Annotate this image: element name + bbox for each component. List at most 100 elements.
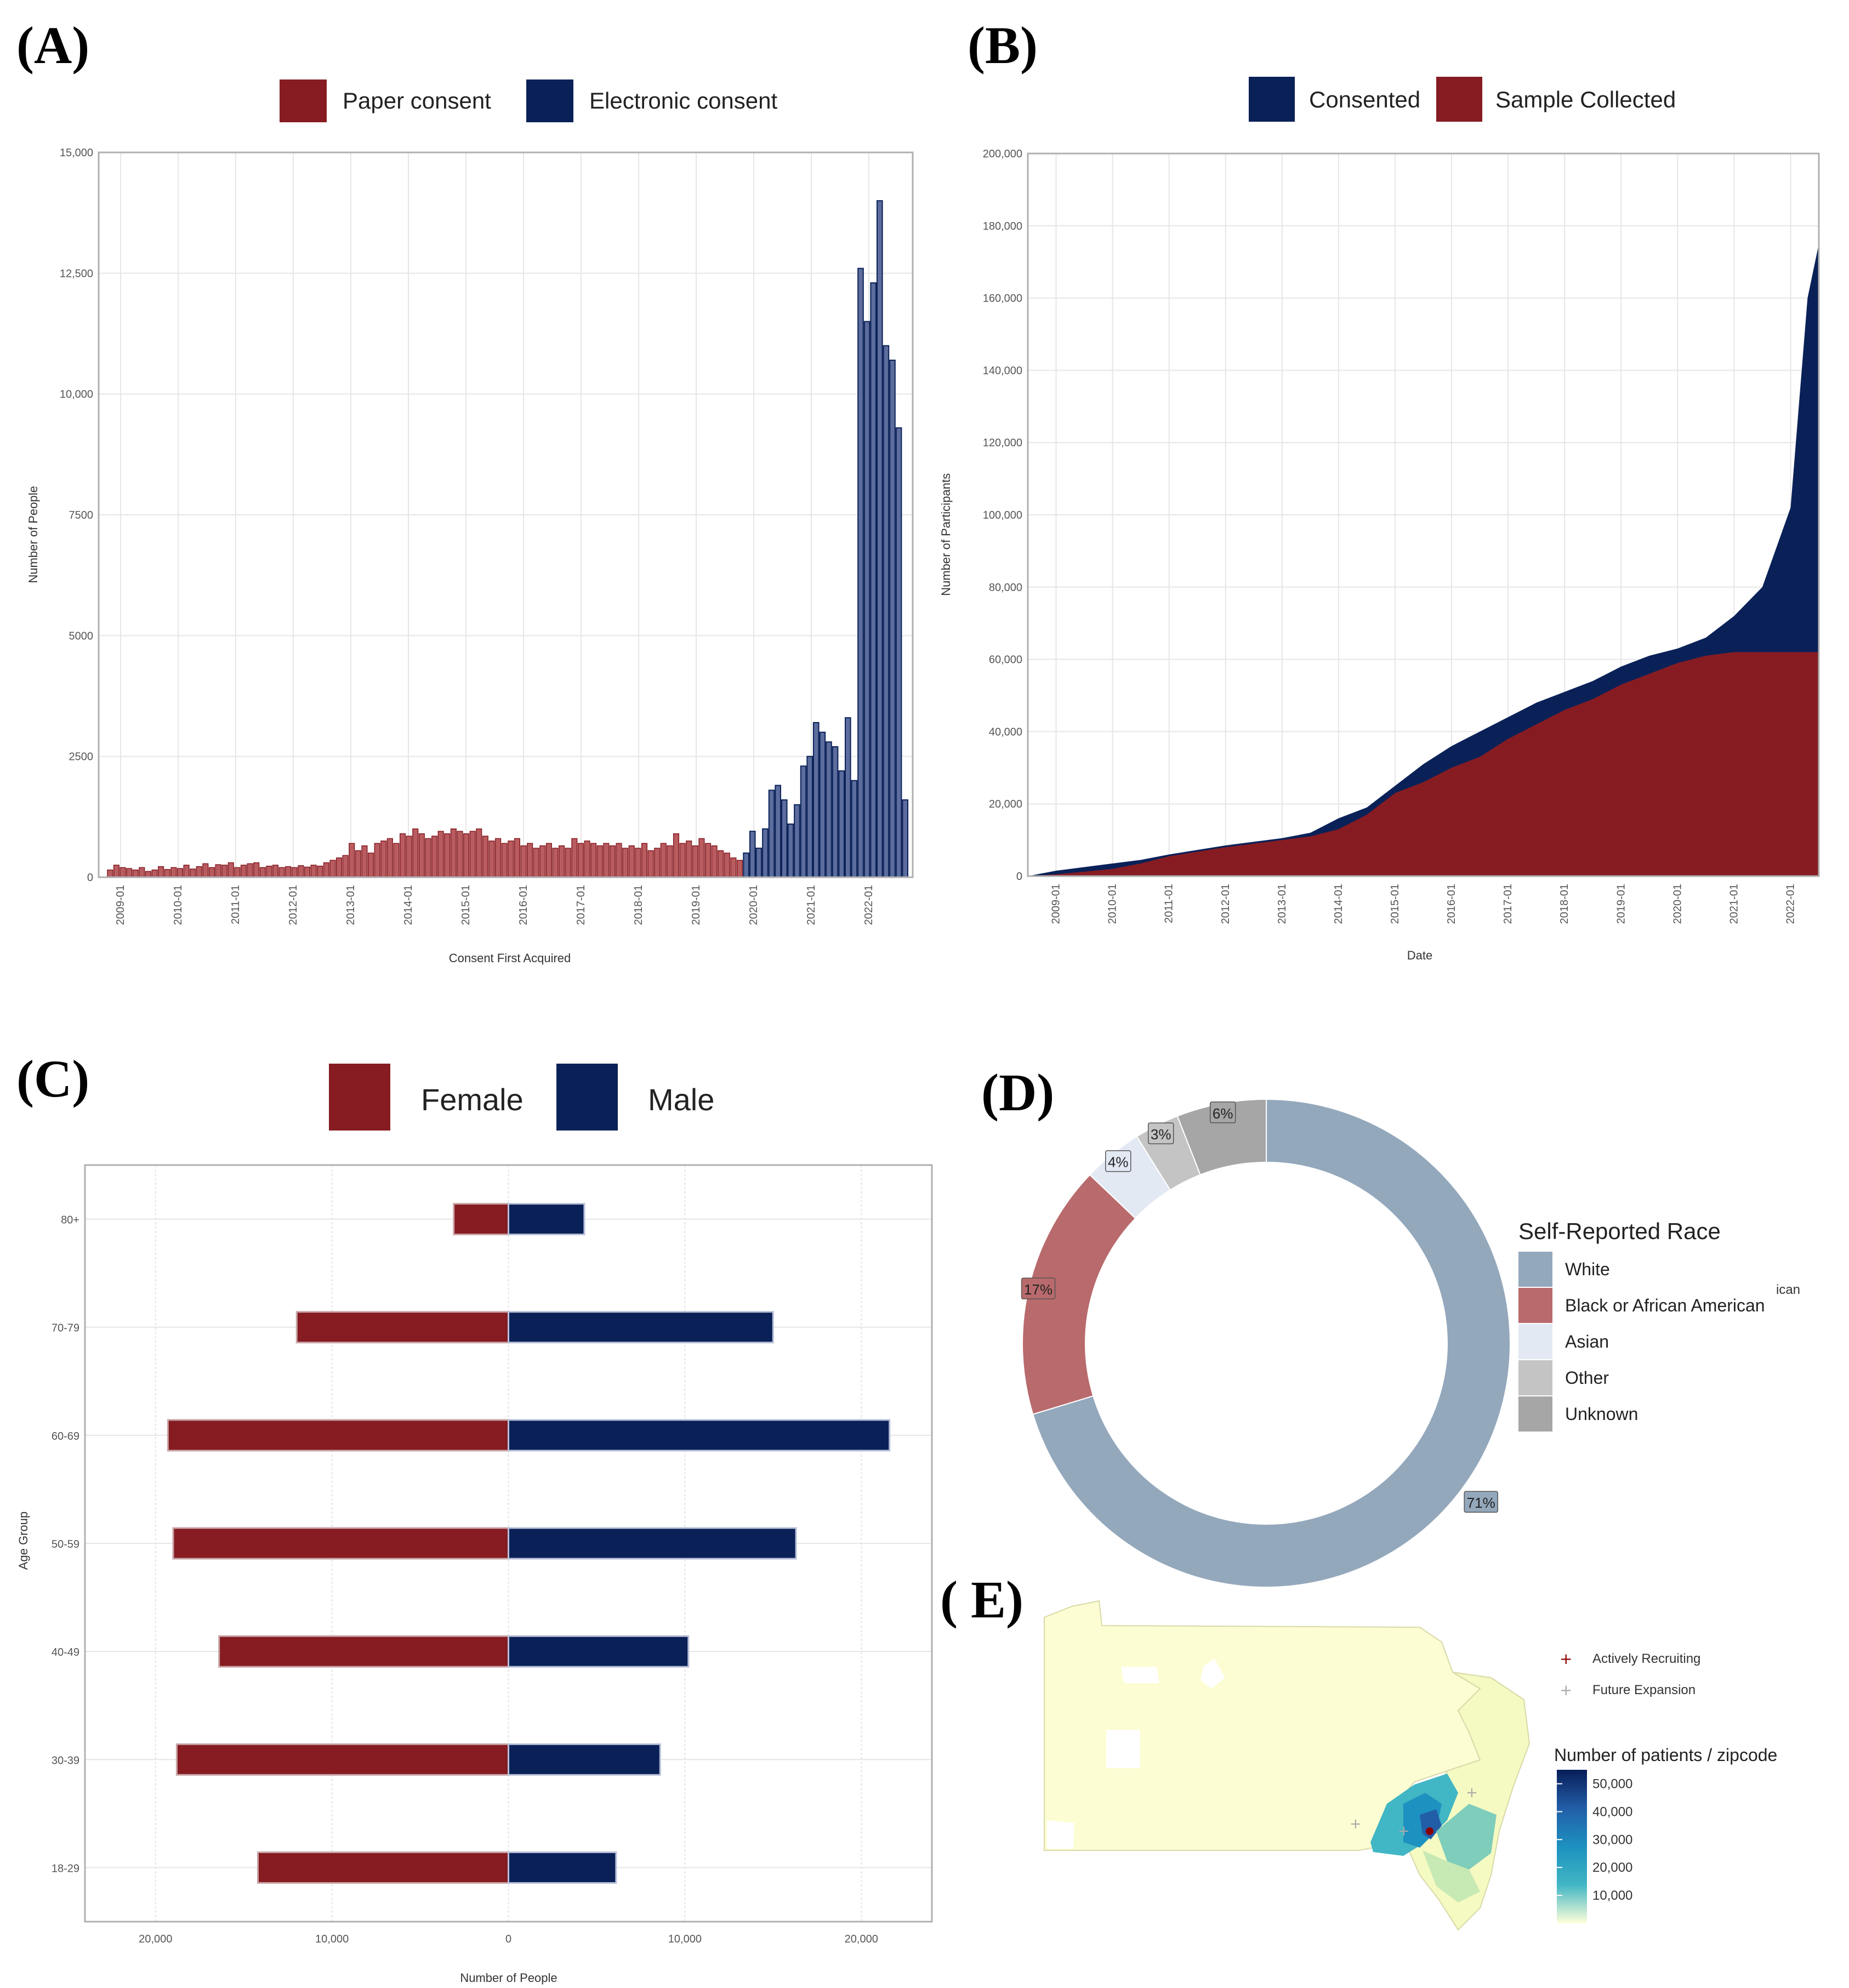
slice-label-box [1147, 1122, 1174, 1144]
bar-female [257, 1851, 509, 1884]
legend-b-consented-label: Consented [1309, 87, 1420, 112]
bar-paper-consent [444, 833, 451, 878]
bar-paper-consent [367, 853, 374, 878]
bar-male [508, 1743, 661, 1776]
legend-d-swatch-asian [1518, 1324, 1552, 1359]
bar-electronic-consent [895, 427, 902, 878]
bar-electronic-consent [794, 804, 800, 878]
legend-c-male-swatch [556, 1064, 618, 1131]
bar-paper-consent [342, 855, 349, 878]
bar-electronic-consent [857, 268, 864, 878]
bar-paper-consent [514, 838, 520, 878]
slice-label: 17% [1024, 1281, 1052, 1298]
bar-paper-consent [437, 831, 444, 878]
map-future-expansion-point-2: + [1398, 1823, 1410, 1839]
map-colorbar-ticks: 50,000 40,000 30,000 20,000 10,000 [1557, 1776, 1632, 1903]
legend-d-clipped-text: ican [1776, 1282, 1800, 1297]
bar-electronic-consent [755, 848, 763, 878]
plot-a-ytick-label: 12,500 [60, 268, 93, 280]
bar-paper-consent [227, 862, 234, 878]
legend-c-male-label: Male [648, 1082, 714, 1117]
bar-paper-consent [310, 865, 317, 878]
legend-b-consented-swatch [1249, 77, 1295, 122]
plot-a-xtick-label: 2017-01 [575, 885, 587, 925]
plot-a-ytick-label: 2500 [69, 751, 94, 763]
bar-male [508, 1419, 891, 1452]
bar-paper-consent [686, 840, 692, 878]
slice-label: 71% [1467, 1495, 1495, 1511]
bar-paper-consent [266, 865, 272, 878]
bar-paper-consent [527, 843, 533, 878]
colorbar-tick-label: 40,000 [1592, 1804, 1632, 1819]
bar-paper-consent [386, 838, 393, 878]
slice-label-box [1105, 1150, 1131, 1172]
map-lake-3 [1106, 1730, 1140, 1768]
panel-label-e: ( E) [940, 1570, 1023, 1629]
bar-paper-consent [208, 867, 215, 878]
bar-paper-consent [698, 838, 705, 878]
bar-paper-consent [399, 833, 406, 878]
legend-d-label-unknown: Unknown [1565, 1404, 1638, 1424]
legend-d-swatch-black [1518, 1288, 1552, 1323]
plot-b-ytick-label: 160,000 [983, 293, 1022, 305]
plot-b-ytick-label: 200,000 [983, 148, 1022, 160]
plot-c-ytick-label: 50-59 [52, 1538, 79, 1550]
bar-paper-consent [170, 867, 177, 878]
map-legend-expansion-icon: + [1560, 1681, 1572, 1699]
bar-electronic-consent [749, 831, 756, 878]
plot-b-ytick-label: 80,000 [989, 582, 1022, 594]
bar-paper-consent [317, 865, 323, 878]
plot-c-xtick-label: 0 [505, 1933, 511, 1945]
bar-paper-consent [177, 868, 183, 878]
axis-c-xlabel: Number of People [460, 1971, 557, 1985]
plot-c-ytick-label: 70-79 [52, 1322, 79, 1334]
plot-b-xtick-label: 2020-01 [1671, 884, 1683, 924]
slice-label: 6% [1213, 1105, 1233, 1122]
colorbar-tick-label: 10,000 [1592, 1888, 1632, 1903]
map-lake-4 [1047, 1820, 1074, 1849]
bar-paper-consent [234, 867, 241, 878]
colorbar-tick-label: 20,000 [1592, 1860, 1632, 1875]
bar-paper-consent [463, 833, 470, 878]
legend-d-swatch-other [1518, 1360, 1552, 1395]
bar-paper-consent [667, 845, 673, 878]
bar-female [453, 1203, 509, 1236]
plot-b-xtick-label: 2013-01 [1276, 884, 1288, 924]
area-sample-collected [1028, 652, 1819, 876]
bar-paper-consent [718, 850, 724, 878]
plot-b-xtick-label: 2009-01 [1050, 884, 1062, 924]
map-future-expansion-point-3: + [1466, 1785, 1478, 1801]
plot-a-xtick-label: 2009-01 [115, 885, 127, 925]
bar-electronic-consent [819, 731, 826, 878]
map-lake-1 [1121, 1667, 1159, 1683]
plot-b-xtick-label: 2018-01 [1558, 884, 1571, 924]
bar-electronic-consent [838, 770, 845, 878]
bar-paper-consent [253, 862, 260, 878]
map-legend-recruiting-label: Actively Recruiting [1592, 1651, 1700, 1666]
bar-paper-consent [533, 848, 539, 878]
slice-label-box [1209, 1101, 1236, 1123]
bar-paper-consent [482, 836, 488, 878]
plot-c-ytick-label: 18-29 [52, 1862, 79, 1875]
bar-paper-consent [622, 848, 629, 878]
map-colorbar-title: Number of patients / zipcode [1554, 1745, 1777, 1765]
plot-b-xtick-label: 2011-01 [1163, 884, 1175, 923]
bar-paper-consent [603, 843, 610, 878]
bar-paper-consent [596, 845, 603, 878]
bar-paper-consent [679, 843, 686, 878]
legend-a-paper-label: Paper consent [343, 88, 491, 113]
bar-female [175, 1743, 509, 1776]
bar-paper-consent [221, 865, 228, 878]
plot-b-xtick-label: 2017-01 [1502, 884, 1514, 924]
bar-paper-consent [259, 867, 266, 878]
plot-c-ytick-label: 60-69 [52, 1430, 79, 1442]
bar-paper-consent [183, 865, 190, 878]
panel-label-d: (D) [981, 1063, 1054, 1122]
plot-b-xtick-label: 2012-01 [1220, 884, 1232, 924]
bar-electronic-consent [762, 828, 769, 878]
bar-paper-consent [406, 836, 412, 878]
bar-paper-consent [469, 831, 476, 878]
bar-paper-consent [278, 867, 285, 878]
plot-b-xtick-label: 2019-01 [1615, 884, 1627, 924]
